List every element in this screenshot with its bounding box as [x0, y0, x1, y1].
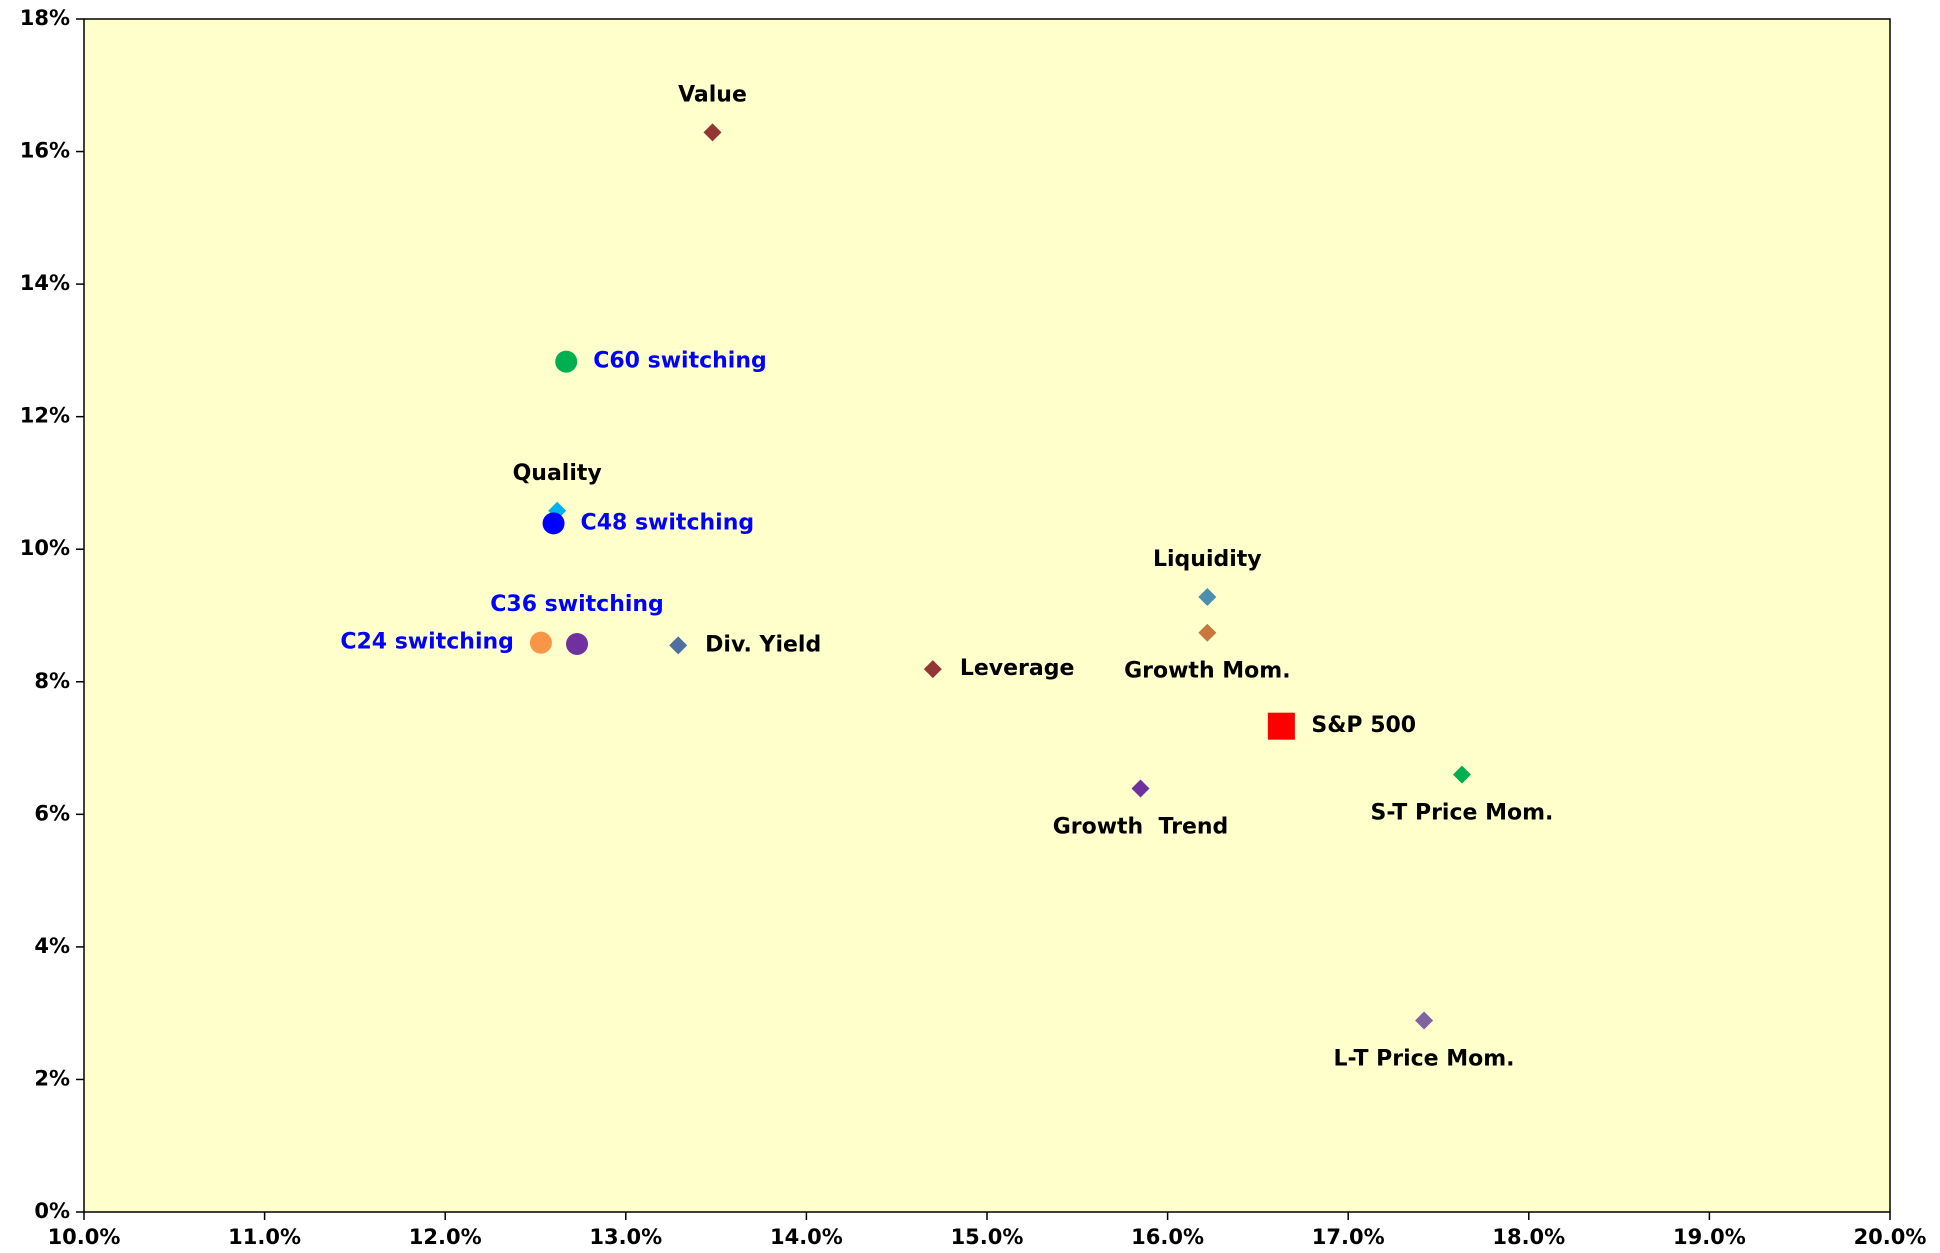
x-tick-label: 10.0% [48, 1225, 121, 1249]
y-tick-label: 10% [20, 536, 70, 560]
plot-area [83, 18, 1891, 1213]
y-tick-label: 4% [34, 934, 70, 958]
point [548, 501, 567, 520]
point-label: S-T Price Mom. [1371, 801, 1554, 826]
point-label: Div. Yield [705, 632, 821, 657]
x-tick-label: 19.0% [1673, 1225, 1746, 1249]
x-tick-label: 15.0% [951, 1225, 1024, 1249]
x-tick-label: 14.0% [770, 1225, 843, 1249]
point [1267, 712, 1295, 740]
point-label: C60 switching [593, 349, 767, 374]
point-label: C48 switching [581, 510, 755, 535]
x-tick-label: 20.0% [1854, 1225, 1927, 1249]
x-tick-label: 17.0% [1312, 1225, 1385, 1249]
point-label: S&P 500 [1311, 713, 1416, 738]
point [703, 123, 722, 142]
point [542, 512, 565, 535]
x-tick-label: 11.0% [228, 1225, 301, 1249]
point [1452, 765, 1471, 784]
y-tick-label: 12% [20, 404, 70, 428]
y-tick-label: 18% [20, 6, 70, 30]
x-tick-label: 16.0% [1131, 1225, 1204, 1249]
point [1198, 587, 1217, 606]
point [1131, 779, 1150, 798]
point-label: C36 switching [490, 592, 664, 617]
y-tick-label: 16% [20, 139, 70, 163]
point [555, 350, 578, 373]
point [923, 660, 942, 679]
point-label: Quality [513, 461, 602, 486]
x-tick-label: 12.0% [409, 1225, 482, 1249]
point-label: Value [678, 82, 747, 107]
point-label: C24 switching [340, 630, 514, 655]
point-label: Growth Trend [1053, 814, 1229, 839]
point-label: Leverage [960, 656, 1075, 681]
point-label: Growth Mom. [1124, 659, 1290, 684]
x-tick-label: 18.0% [1492, 1225, 1565, 1249]
point [566, 632, 589, 655]
point [1198, 623, 1217, 642]
point-label: L-T Price Mom. [1334, 1046, 1515, 1071]
y-tick-label: 2% [34, 1066, 70, 1090]
point-label: Liquidity [1153, 547, 1262, 572]
point [529, 631, 552, 654]
y-tick-label: 14% [20, 271, 70, 295]
y-tick-label: 8% [34, 669, 70, 693]
point [669, 636, 688, 655]
x-tick-label: 13.0% [589, 1225, 662, 1249]
y-tick-label: 6% [34, 801, 70, 825]
point [1415, 1011, 1434, 1030]
y-tick-label: 0% [34, 1199, 70, 1223]
